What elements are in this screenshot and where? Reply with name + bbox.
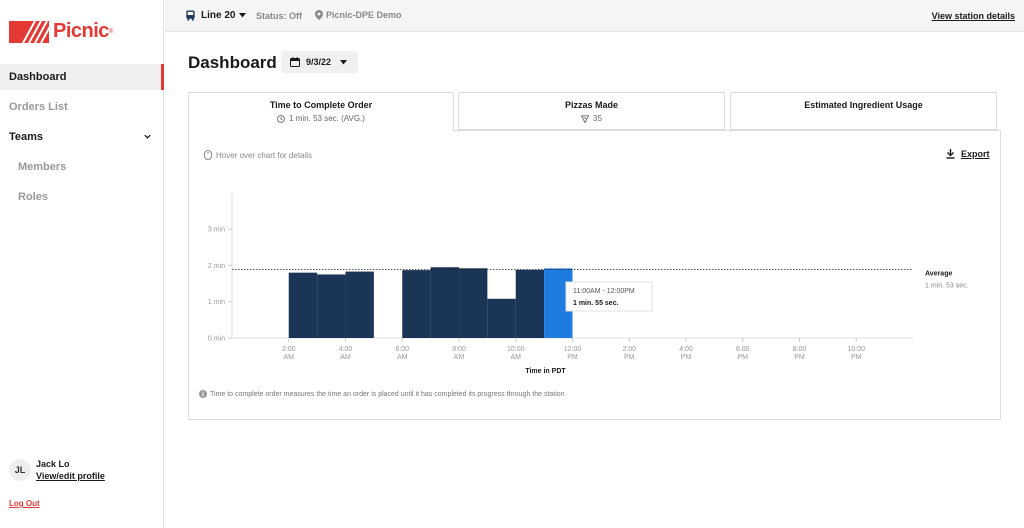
bar	[515, 269, 545, 338]
x-tick-label: PM	[567, 354, 578, 361]
top-bar: Line 20 Status: Off Picnic-DPE Demo View…	[165, 0, 1024, 32]
info-icon	[199, 390, 207, 398]
x-tick-label: PM	[851, 354, 862, 361]
brand-logo[interactable]: Picnic ®	[9, 20, 113, 43]
bar	[487, 298, 516, 338]
bar	[345, 271, 374, 338]
x-tick-label: AM	[511, 354, 522, 361]
date-picker-button[interactable]: 9/3/22	[281, 51, 358, 73]
mouse-icon	[204, 150, 212, 160]
bar	[459, 268, 488, 338]
y-tick-label: 2 min	[208, 263, 225, 270]
average-value: 1 min. 53 sec.	[925, 283, 969, 290]
date-label: 9/3/22	[306, 57, 332, 67]
sidebar-item-label: Members	[18, 161, 67, 173]
card-top-border	[454, 130, 1001, 131]
station-name: Picnic-DPE Demo	[315, 10, 402, 20]
x-tick-label: AM	[284, 354, 295, 361]
tab-title: Estimated Ingredient Usage	[804, 100, 923, 110]
brand-name: Picnic	[53, 20, 109, 42]
chart-hint: Hover over chart for details	[204, 150, 312, 160]
bar	[317, 274, 346, 338]
sidebar-nav: Dashboard Orders List Teams Members Role…	[0, 64, 164, 214]
profile-name: Jack Lo	[36, 459, 70, 469]
tab-title: Time to Complete Order	[269, 100, 373, 110]
bus-icon	[186, 10, 195, 21]
x-tick-label: 2:00	[282, 346, 296, 353]
station-label: Picnic-DPE Demo	[326, 10, 402, 20]
pizza-icon	[581, 114, 590, 123]
x-tick-label: AM	[454, 354, 465, 361]
clock-icon	[277, 114, 285, 123]
line-label: Line 20	[201, 10, 236, 21]
x-tick-label: 10:00	[847, 346, 865, 353]
x-tick-label: PM	[794, 354, 805, 361]
x-tick-label: 8:00	[452, 346, 466, 353]
tab-time-to-complete-order[interactable]: Time to Complete Order 1 min. 53 sec. (A…	[188, 92, 454, 131]
station-status: Status: Off	[256, 11, 302, 21]
sidebar-item-label: Orders List	[9, 101, 68, 113]
x-tick-label: PM	[624, 354, 635, 361]
x-tick-label: AM	[340, 354, 351, 361]
caret-down-icon	[340, 59, 348, 64]
x-tick-label: 4:00	[339, 346, 353, 353]
tooltip-range: 11:00AM - 12:00PM	[573, 288, 635, 295]
export-button[interactable]: Export	[946, 149, 990, 159]
chart-hint-text: Hover over chart for details	[216, 150, 313, 160]
picnic-logo-icon	[9, 20, 49, 43]
sidebar-item-label: Teams	[9, 131, 44, 143]
y-tick-label: 0 min	[208, 336, 225, 343]
avatar: JL	[9, 459, 31, 481]
x-tick-label: AM	[397, 354, 408, 361]
sidebar-item-members[interactable]: Members	[0, 154, 164, 180]
x-tick-label: 6:00	[736, 346, 750, 353]
brand-registered-mark: ®	[108, 28, 114, 35]
user-profile: JL Jack Lo View/edit profile	[9, 459, 105, 481]
x-tick-label: PM	[738, 354, 749, 361]
x-tick-label: 10:00	[507, 346, 525, 353]
x-tick-label: PM	[681, 354, 692, 361]
sidebar-item-orders-list[interactable]: Orders List	[0, 94, 164, 120]
x-tick-label: 2:00	[622, 346, 636, 353]
average-label: Average	[925, 271, 952, 278]
tab-pizzas-made[interactable]: Pizzas Made 35	[458, 92, 725, 130]
export-label: Export	[961, 149, 990, 159]
logout-link[interactable]: Log Out	[9, 499, 40, 508]
tab-subtitle: 35	[593, 114, 602, 123]
y-tick-label: 3 min	[208, 227, 225, 234]
x-axis-title: Time in PDT	[525, 368, 566, 375]
calendar-icon	[290, 57, 300, 67]
chevron-down-icon[interactable]	[143, 132, 152, 141]
sidebar-item-roles[interactable]: Roles	[0, 184, 164, 210]
caret-down-icon	[239, 13, 247, 18]
sidebar-item-label: Roles	[18, 191, 48, 203]
chart-card	[188, 130, 1001, 420]
chart-footnote-text: Time to complete order measures the time…	[210, 390, 565, 398]
location-pin-icon	[315, 10, 323, 20]
sidebar-item-teams[interactable]: Teams	[0, 124, 164, 150]
sidebar: Picnic ® Dashboard Orders List Teams Mem…	[0, 0, 164, 528]
tab-subtitle: 1 min. 53 sec. (AVG.)	[289, 114, 365, 123]
tooltip-value: 1 min. 55 sec.	[573, 300, 619, 307]
bar	[430, 267, 459, 338]
x-tick-label: 12:00	[564, 346, 582, 353]
tab-title: Pizzas Made	[564, 100, 619, 110]
sidebar-item-label: Dashboard	[9, 71, 67, 83]
view-station-details-link[interactable]: View station details	[931, 11, 1015, 21]
x-tick-label: 4:00	[679, 346, 693, 353]
view-edit-profile-link[interactable]: View/edit profile	[36, 471, 105, 481]
chart-footnote: Time to complete order measures the time…	[199, 390, 565, 398]
chart-tooltip	[565, 281, 653, 312]
download-icon	[946, 149, 955, 159]
tab-estimated-ingredient-usage[interactable]: Estimated Ingredient Usage	[730, 92, 997, 130]
x-tick-label: 6:00	[395, 346, 409, 353]
line-selector[interactable]: Line 20	[185, 10, 251, 21]
y-tick-label: 1 min	[208, 299, 225, 306]
bar	[402, 270, 431, 338]
x-tick-label: 8:00	[793, 346, 807, 353]
sidebar-item-dashboard[interactable]: Dashboard	[0, 64, 164, 90]
page-title: Dashboard	[188, 53, 277, 72]
bar	[288, 272, 318, 338]
